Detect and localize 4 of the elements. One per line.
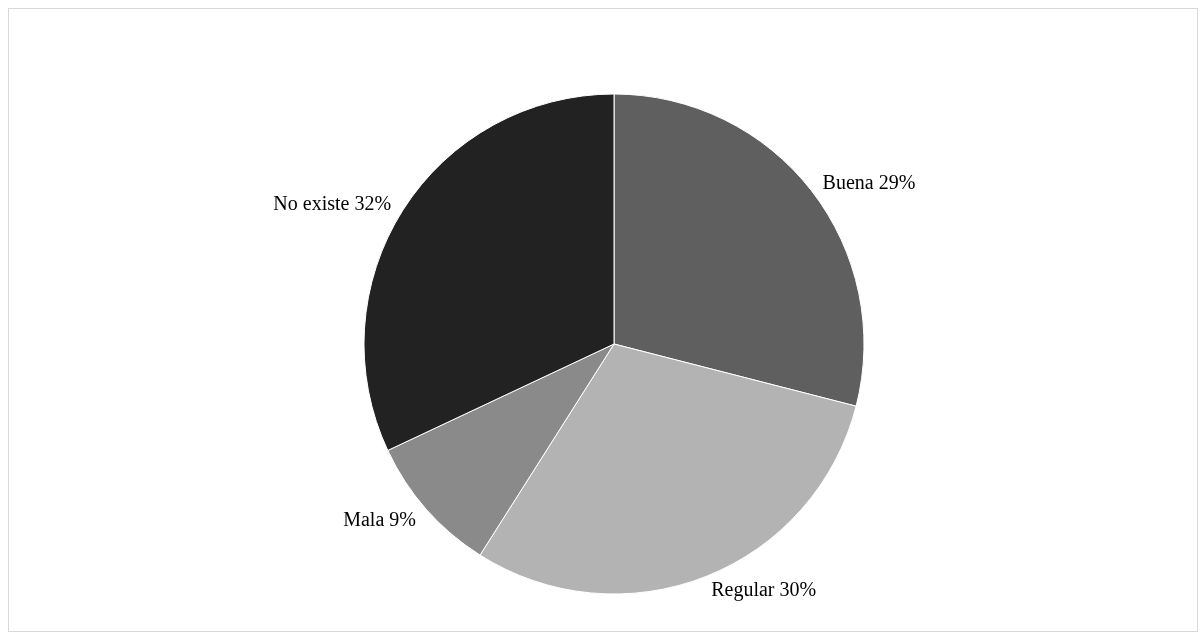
slice-label: Buena 29% [822,171,916,194]
slice-label: Regular 30% [711,578,817,602]
slice-label: No existe 32% [273,191,392,214]
slice-label: Mala 9% [343,507,416,530]
